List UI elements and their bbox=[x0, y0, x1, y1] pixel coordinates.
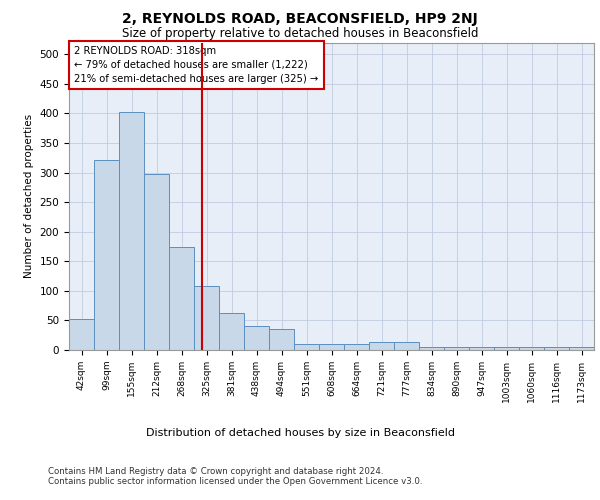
Bar bbox=[144, 174, 169, 350]
Bar bbox=[419, 347, 444, 350]
Bar bbox=[344, 344, 369, 350]
Bar bbox=[444, 347, 469, 350]
Bar bbox=[169, 246, 194, 350]
Bar bbox=[494, 347, 519, 350]
Text: Size of property relative to detached houses in Beaconsfield: Size of property relative to detached ho… bbox=[122, 28, 478, 40]
Bar bbox=[69, 320, 94, 350]
Text: 2, REYNOLDS ROAD, BEACONSFIELD, HP9 2NJ: 2, REYNOLDS ROAD, BEACONSFIELD, HP9 2NJ bbox=[122, 12, 478, 26]
Bar bbox=[569, 347, 594, 350]
Bar bbox=[194, 286, 219, 350]
Bar bbox=[269, 330, 294, 350]
Bar bbox=[244, 326, 269, 350]
Bar bbox=[94, 160, 119, 350]
Text: Contains HM Land Registry data © Crown copyright and database right 2024.: Contains HM Land Registry data © Crown c… bbox=[48, 467, 383, 476]
Y-axis label: Number of detached properties: Number of detached properties bbox=[24, 114, 34, 278]
Text: Distribution of detached houses by size in Beaconsfield: Distribution of detached houses by size … bbox=[146, 428, 455, 438]
Bar bbox=[294, 344, 319, 350]
Bar bbox=[519, 347, 544, 350]
Bar bbox=[544, 347, 569, 350]
Text: Contains public sector information licensed under the Open Government Licence v3: Contains public sector information licen… bbox=[48, 477, 422, 486]
Bar bbox=[469, 347, 494, 350]
Bar bbox=[119, 112, 144, 350]
Bar bbox=[319, 344, 344, 350]
Bar bbox=[369, 342, 394, 350]
Bar bbox=[219, 312, 244, 350]
Bar bbox=[394, 342, 419, 350]
Text: 2 REYNOLDS ROAD: 318sqm
← 79% of detached houses are smaller (1,222)
21% of semi: 2 REYNOLDS ROAD: 318sqm ← 79% of detache… bbox=[74, 46, 319, 84]
